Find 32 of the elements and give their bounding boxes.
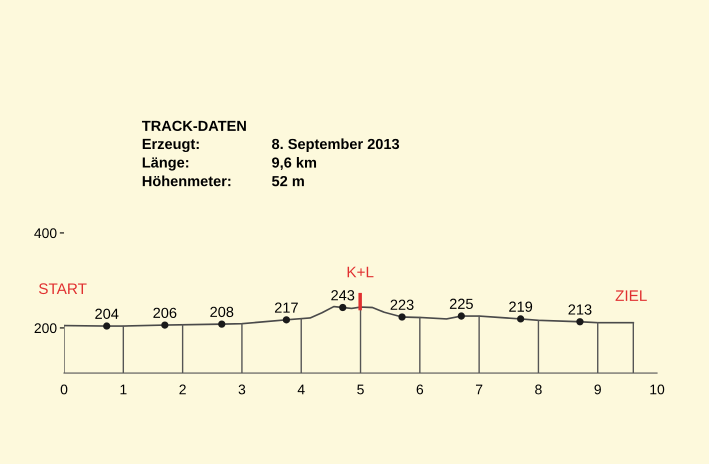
text: Länge: bbox=[142, 157, 188, 171]
data-label: 217 bbox=[274, 302, 298, 313]
data-label: 243 bbox=[331, 290, 354, 300]
data-label: 208 bbox=[210, 306, 234, 318]
annotation: ZIEL bbox=[616, 290, 647, 301]
x-tick-label: 2 bbox=[179, 384, 186, 394]
x-tick-label: 10 bbox=[650, 384, 664, 394]
x-tick-label: 3 bbox=[238, 384, 246, 394]
text: 52 m bbox=[272, 176, 304, 186]
data-label: 206 bbox=[153, 308, 176, 318]
text: 8. September 2013 bbox=[272, 138, 400, 152]
x-tick-label: 4 bbox=[298, 384, 305, 394]
data-label: 219 bbox=[509, 302, 532, 312]
y-tick-label: 400 bbox=[34, 228, 57, 238]
annotation: START bbox=[38, 283, 87, 294]
x-tick-label: 0 bbox=[60, 384, 68, 394]
text: Höhenmeter: bbox=[142, 176, 230, 186]
x-tick-label: 9 bbox=[594, 384, 601, 394]
chart-title: TRACK-DATEN bbox=[142, 120, 246, 132]
annotation: K+L bbox=[348, 266, 374, 278]
y-tick-label: 200 bbox=[34, 323, 57, 334]
x-tick-label: 5 bbox=[357, 384, 364, 394]
data-label: 225 bbox=[450, 298, 473, 310]
text: 9,6 km bbox=[272, 156, 316, 170]
x-tick-label: 8 bbox=[535, 384, 542, 394]
data-label: 204 bbox=[95, 308, 118, 319]
x-tick-label: 6 bbox=[416, 384, 424, 394]
data-label: 223 bbox=[390, 300, 414, 310]
x-tick-label: 1 bbox=[120, 384, 127, 394]
x-tick-label: 7 bbox=[476, 384, 482, 394]
text: Erzeugt: bbox=[142, 138, 199, 152]
data-label: 213 bbox=[568, 304, 592, 315]
